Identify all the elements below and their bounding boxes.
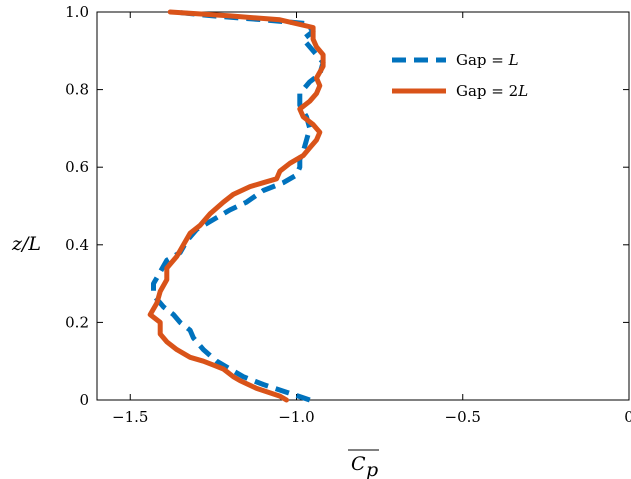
x-axis-label: C p	[348, 449, 379, 479]
legend-label-gap-l-var: L	[508, 51, 519, 69]
series-line-gap-l	[151, 9, 326, 403]
x-tick-label: 0	[624, 408, 631, 426]
y-tick-label: 0.4	[65, 236, 89, 254]
legend-label-gap-l: Gap = L	[456, 51, 519, 69]
x-axis-label-subscript: p	[366, 459, 378, 479]
legend: Gap = L Gap = 2L	[392, 51, 528, 100]
y-axis-label: z/L	[11, 233, 41, 255]
plot-area	[96, 11, 630, 401]
x-axis-ticks: −1.5 −1.0 −0.5 0	[112, 12, 631, 426]
y-tick-label: 0.2	[65, 313, 89, 331]
y-tick-label: 0.8	[65, 81, 89, 99]
y-tick-label: 0.6	[65, 158, 89, 176]
series-group	[147, 9, 326, 403]
x-tick-label: −1.5	[112, 408, 148, 426]
legend-label-gap-2l: Gap = 2L	[456, 82, 528, 100]
series-line-gap-2l	[147, 9, 326, 403]
legend-label-gap-l-prefix: Gap =	[456, 51, 509, 69]
x-axis-label-main: C	[351, 453, 366, 475]
y-tick-label: 1.0	[65, 3, 89, 21]
x-tick-label: −0.5	[445, 408, 481, 426]
legend-label-gap-2l-prefix: Gap = 2	[456, 82, 518, 100]
y-tick-label: 0	[79, 391, 89, 409]
x-tick-label: −1.0	[278, 408, 314, 426]
legend-label-gap-2l-var: L	[517, 82, 528, 100]
y-axis-ticks: 0 0.2 0.4 0.6 0.8 1.0	[65, 3, 629, 409]
